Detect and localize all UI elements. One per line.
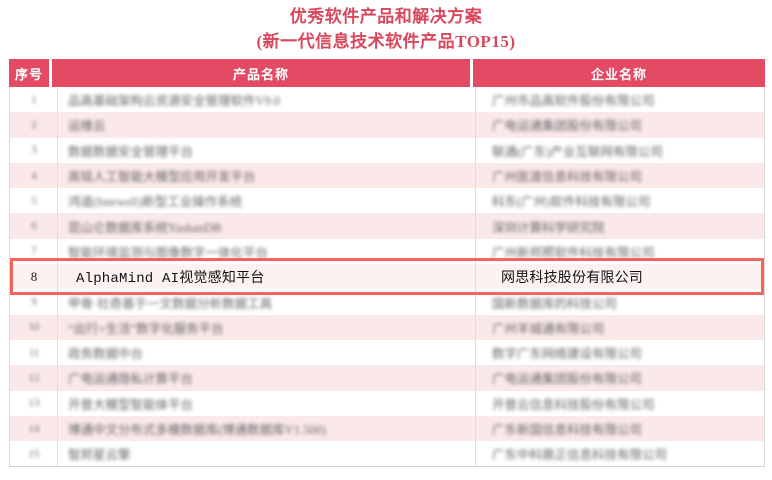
row-company-cell: 广州新邦照软件科技有限公司 xyxy=(492,245,655,260)
column-header-company: 企业名称 xyxy=(473,59,765,87)
page-title: 优秀软件产品和解决方案 (新一代信息技术软件产品TOP15) xyxy=(0,4,772,54)
row-company-cell: 广东中科鼎正信息科技有限公司 xyxy=(492,448,668,463)
table-row[interactable]: 1 品高基础架构云资源安全管理软件V9.0 广州市品高软件股份有限公司 xyxy=(10,87,764,113)
row-index-cell: 6 xyxy=(31,220,37,233)
table-row[interactable]: 7 智能环境监测与图像数字一体化平台 广州新邦照软件科技有限公司 xyxy=(10,238,764,265)
row-company-cell: 开普云信息科技股份有限公司 xyxy=(492,397,655,412)
column-divider-product-company xyxy=(475,87,476,467)
row-product-cell: 开普大模型智能体平台 xyxy=(68,397,194,412)
row-index-cell: 5 xyxy=(31,194,37,207)
row-product-cell: 广电运通隐私计算平台 xyxy=(68,372,194,387)
row-product-cell: 政务数据中台 xyxy=(68,347,144,362)
row-product-cell: 昆山仑数据库系统YashanDB xyxy=(68,220,222,235)
row-company-cell: 国新数据库的科技公司 xyxy=(492,296,618,311)
row-index-cell: 10 xyxy=(28,321,40,334)
table-row[interactable]: 4 高铭人工智能大模型应用开发平台 广州医渡信息科技有限公司 xyxy=(10,162,764,189)
row-company-cell: 广电运通集团股份有限公司 xyxy=(492,372,643,387)
ranking-table: 序号 产品名称 企业名称 1 品高基础架构云资源安全管理软件V9.0 广州市品高软件… xyxy=(9,59,765,468)
row-index-cell: 4 xyxy=(31,169,37,182)
row-product-cell: AlphaMind AI视觉感知平台 xyxy=(76,270,265,287)
table-row[interactable]: 2 运维云 广电运通集团股份有限公司 xyxy=(10,112,764,138)
table-body: 1 品高基础架构云资源安全管理软件V9.0 广州市品高软件股份有限公司 2 运维云 广电运… xyxy=(9,87,765,468)
row-company-cell: 广州羊城通有限公司 xyxy=(492,321,605,336)
row-index-cell: 8 xyxy=(30,268,38,284)
table-row[interactable]: 14 博通中文分布式多模数据库(博通数据库V1.500) 广东新国信息科技有限公司 xyxy=(10,415,764,442)
row-index-cell: 14 xyxy=(28,422,40,435)
row-index-cell: 2 xyxy=(31,118,37,131)
row-index-cell: 3 xyxy=(31,144,37,157)
row-product-cell: 智能环境监测与图像数字一体化平台 xyxy=(68,245,269,260)
row-index-cell: 12 xyxy=(28,371,40,384)
table-row[interactable]: 13 开普大模型智能体平台 开普云信息科技股份有限公司 xyxy=(10,390,764,416)
page-title-main: 优秀软件产品和解决方案 xyxy=(289,7,483,26)
page-title-sub: (新一代信息技术软件产品TOP15) xyxy=(256,32,516,51)
row-company-cell: 数字广东网络建设有限公司 xyxy=(492,347,643,362)
row-index-cell: 7 xyxy=(31,245,37,258)
row-company-cell: 广电运通集团股份有限公司 xyxy=(492,119,643,134)
table-row[interactable]: 8 AlphaMind AI视觉感知平台 网思科技股份有限公司 xyxy=(10,264,764,290)
table-row[interactable]: 5 鸿道(Intewell)新型工业操作系统 科东(广州)软件科技有限公司 xyxy=(10,188,764,214)
row-company-cell: 科东(广州)软件科技有限公司 xyxy=(492,195,651,210)
row-product-cell: 高铭人工智能大模型应用开发平台 xyxy=(68,170,256,185)
table-row[interactable]: 3 数据数据安全管理平台 联通(广东)产业互联网有限公司 xyxy=(10,137,764,163)
table-row[interactable]: 11 政务数据中台 数字广东网络建设有限公司 xyxy=(10,339,764,366)
row-index-cell: 1 xyxy=(31,93,37,106)
row-company-cell: 广州医渡信息科技有限公司 xyxy=(492,170,643,185)
row-product-cell: 鸿道(Intewell)新型工业操作系统 xyxy=(68,195,243,210)
row-company-cell: 深圳计算科学研究院 xyxy=(492,220,605,235)
column-header-index: 序号 xyxy=(9,59,49,87)
row-product-cell: 智邦星云擎 xyxy=(68,448,131,463)
row-index-cell: 13 xyxy=(28,397,40,410)
row-index-cell: 9 xyxy=(31,296,37,309)
row-index-cell: 11 xyxy=(28,346,40,359)
table-row[interactable]: 10 “出行+生活”数字化服务平台 广州羊城通有限公司 xyxy=(10,314,764,340)
table-row[interactable]: 9 甲骨·社奇基于一文数据分析数据工具 国新数据库的科技公司 xyxy=(10,289,764,315)
row-product-cell: 数据数据安全管理平台 xyxy=(68,144,194,159)
column-header-product: 产品名称 xyxy=(52,59,470,87)
row-company-cell: 网思科技股份有限公司 xyxy=(501,270,643,287)
row-product-cell: 甲骨·社奇基于一文数据分析数据工具 xyxy=(68,296,273,311)
table-row[interactable]: 12 广电运通隐私计算平台 广电运通集团股份有限公司 xyxy=(10,365,764,391)
row-company-cell: 广州市品高软件股份有限公司 xyxy=(492,94,655,109)
table-header-row: 序号 产品名称 企业名称 xyxy=(9,59,765,87)
column-divider-index-product xyxy=(57,87,58,467)
row-product-cell: 博通中文分布式多模数据库(博通数据库V1.500) xyxy=(68,423,326,437)
row-product-cell: “出行+生活”数字化服务平台 xyxy=(68,321,224,336)
header-divider-2 xyxy=(470,59,473,87)
row-index-cell: 15 xyxy=(28,447,40,460)
table-row[interactable]: 15 智邦星云擎 广东中科鼎正信息科技有限公司 xyxy=(10,441,764,467)
table-row[interactable]: 6 昆山仑数据库系统YashanDB 深圳计算科学研究院 xyxy=(10,213,764,239)
row-product-cell: 品高基础架构云资源安全管理软件V9.0 xyxy=(68,94,281,109)
row-company-cell: 联通(广东)产业互联网有限公司 xyxy=(492,144,663,159)
row-product-cell: 运维云 xyxy=(68,119,106,134)
row-company-cell: 广东新国信息科技有限公司 xyxy=(492,423,643,437)
header-divider-1 xyxy=(49,59,52,87)
